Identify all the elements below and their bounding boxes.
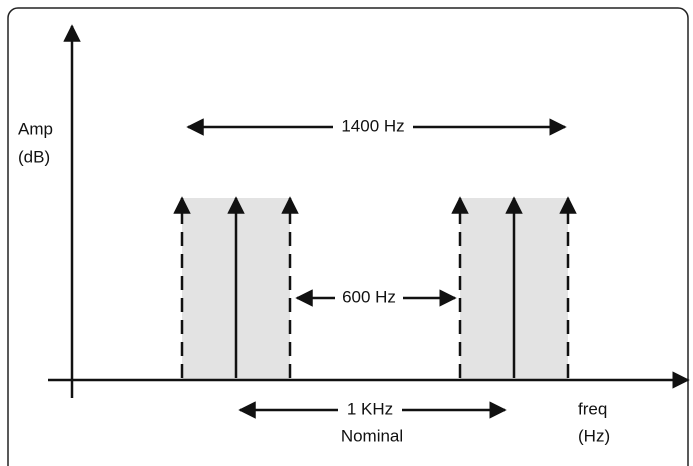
label-bg [338,398,402,422]
label-bg [333,115,413,139]
x-axis-label: freq [578,399,607,418]
span-sublabel: Nominal [341,426,403,445]
span-label: 1 KHz [347,399,393,418]
y-axis-label: (dB) [18,147,50,166]
x-axis-label: (Hz) [578,426,610,445]
span-label: 600 Hz [342,287,396,306]
label-bg [335,286,403,310]
frame [7,7,689,466]
y-axis-label: Amp [18,119,53,138]
span-label: 1400 Hz [341,116,404,135]
